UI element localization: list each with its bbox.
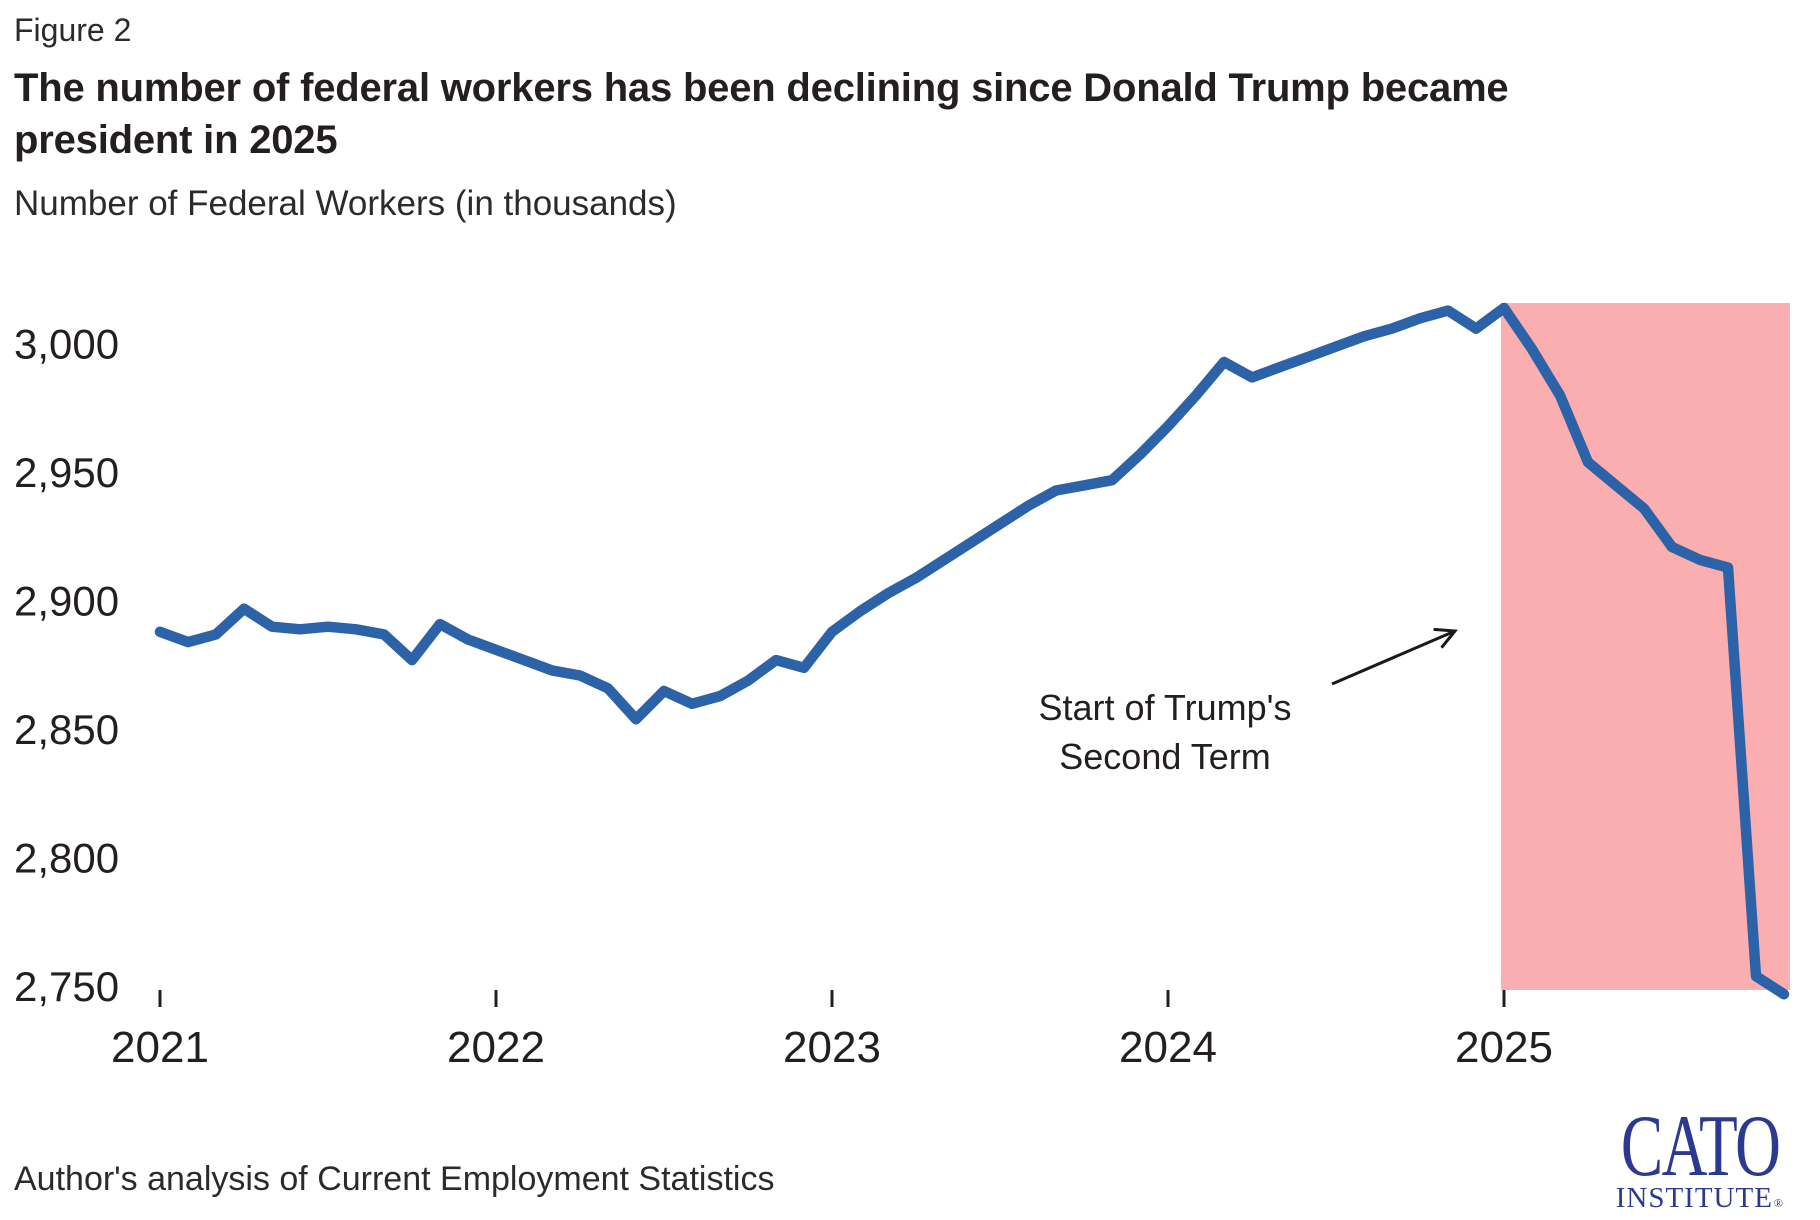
data-line bbox=[154, 302, 1790, 1000]
y-axis-label: 2,900 bbox=[14, 578, 119, 625]
source-note: Author's analysis of Current Employment … bbox=[14, 1160, 775, 1198]
highlight-region bbox=[1501, 303, 1790, 990]
y-axis-label: 2,750 bbox=[14, 963, 119, 1010]
figure-label: Figure 2 bbox=[14, 12, 132, 48]
logo-subtitle: INSTITUTE® bbox=[1615, 1182, 1785, 1215]
logo-wordmark: CATO bbox=[1620, 1098, 1781, 1195]
annotation-arrow bbox=[1331, 627, 1458, 686]
chart-generated-layer: 2021 2022 2023 2024 2025 3,000 2,950 2,900 2,850… bbox=[14, 302, 1790, 1072]
y-axis-label: 2,800 bbox=[14, 835, 119, 882]
chart-title: The number of federal workers has been d… bbox=[14, 66, 1509, 162]
y-axis-caption: Number of Federal Workers (in thousands) bbox=[14, 184, 677, 223]
x-axis-label: 2024 bbox=[1119, 1023, 1217, 1072]
y-axis-label: 2,950 bbox=[14, 449, 119, 496]
y-axis-label: 3,000 bbox=[14, 321, 119, 368]
cato-logo: CATO INSTITUTE® bbox=[1590, 1098, 1810, 1215]
x-axis-label: 2022 bbox=[447, 1023, 545, 1072]
registered-mark-icon: ® bbox=[1773, 1196, 1785, 1211]
x-axis-label: 2023 bbox=[783, 1023, 881, 1072]
y-axis-label: 2,850 bbox=[14, 706, 119, 753]
x-axis-label: 2021 bbox=[111, 1023, 209, 1072]
x-axis-label: 2025 bbox=[1455, 1023, 1553, 1072]
